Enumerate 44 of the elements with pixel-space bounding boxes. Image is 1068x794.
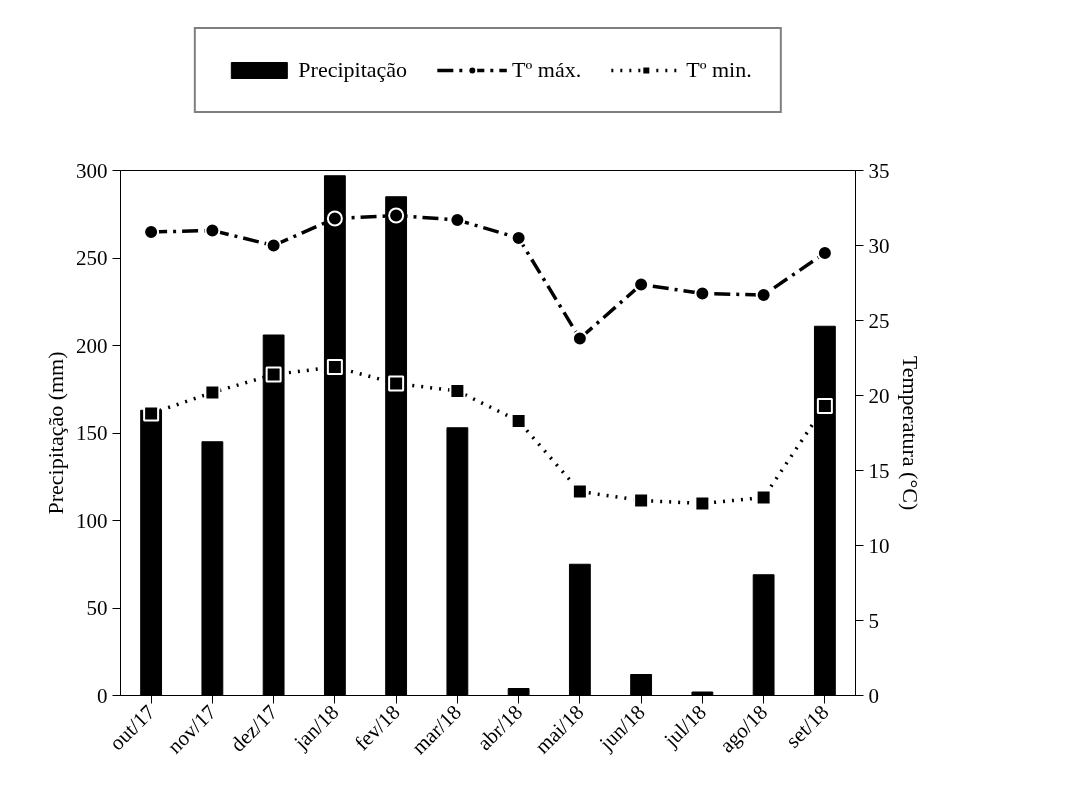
legend-label: Tº máx.	[512, 57, 582, 83]
point	[204, 222, 221, 239]
point	[388, 375, 405, 392]
y2-tick-label: 20	[868, 383, 890, 408]
point	[571, 483, 588, 500]
point	[204, 384, 221, 401]
point	[571, 330, 588, 347]
point	[326, 210, 343, 227]
point	[755, 287, 772, 303]
point	[694, 495, 711, 512]
y-tick-label: 0	[97, 683, 108, 708]
y2-tick-label: 10	[868, 533, 890, 558]
y-tick-label: 300	[76, 158, 108, 183]
y2-tick-label: 30	[868, 233, 890, 258]
point	[265, 237, 282, 254]
point	[326, 359, 343, 375]
point	[449, 383, 466, 399]
y2-tick-label: 15	[868, 458, 890, 483]
point	[633, 276, 650, 293]
legend-label: Precipitação	[298, 57, 408, 83]
point	[449, 212, 466, 228]
y-tick-label: 150	[76, 421, 108, 445]
y2-tick-label: 25	[868, 308, 890, 333]
y-axis-title: Precipitação (mm)	[43, 351, 68, 515]
point	[265, 366, 282, 383]
y-tick-label: 50	[86, 596, 108, 620]
point	[694, 285, 711, 302]
point	[143, 224, 160, 240]
y2-tick-label: 5	[868, 608, 879, 633]
y2-tick-label: 0	[868, 683, 879, 708]
point	[816, 245, 833, 261]
legend-label: Tº min.	[686, 57, 752, 83]
point	[510, 230, 527, 246]
y2-tick-label: 35	[868, 158, 890, 183]
point	[388, 207, 405, 224]
y-tick-label: 200	[76, 333, 108, 358]
point	[755, 489, 772, 506]
point	[510, 413, 527, 429]
point	[143, 405, 160, 422]
point	[633, 492, 650, 509]
point	[816, 398, 833, 414]
y-tick-label: 250	[76, 246, 108, 270]
y2-axis-title: Temperatura (°C)	[897, 355, 923, 511]
y-tick-label: 100	[76, 508, 108, 533]
